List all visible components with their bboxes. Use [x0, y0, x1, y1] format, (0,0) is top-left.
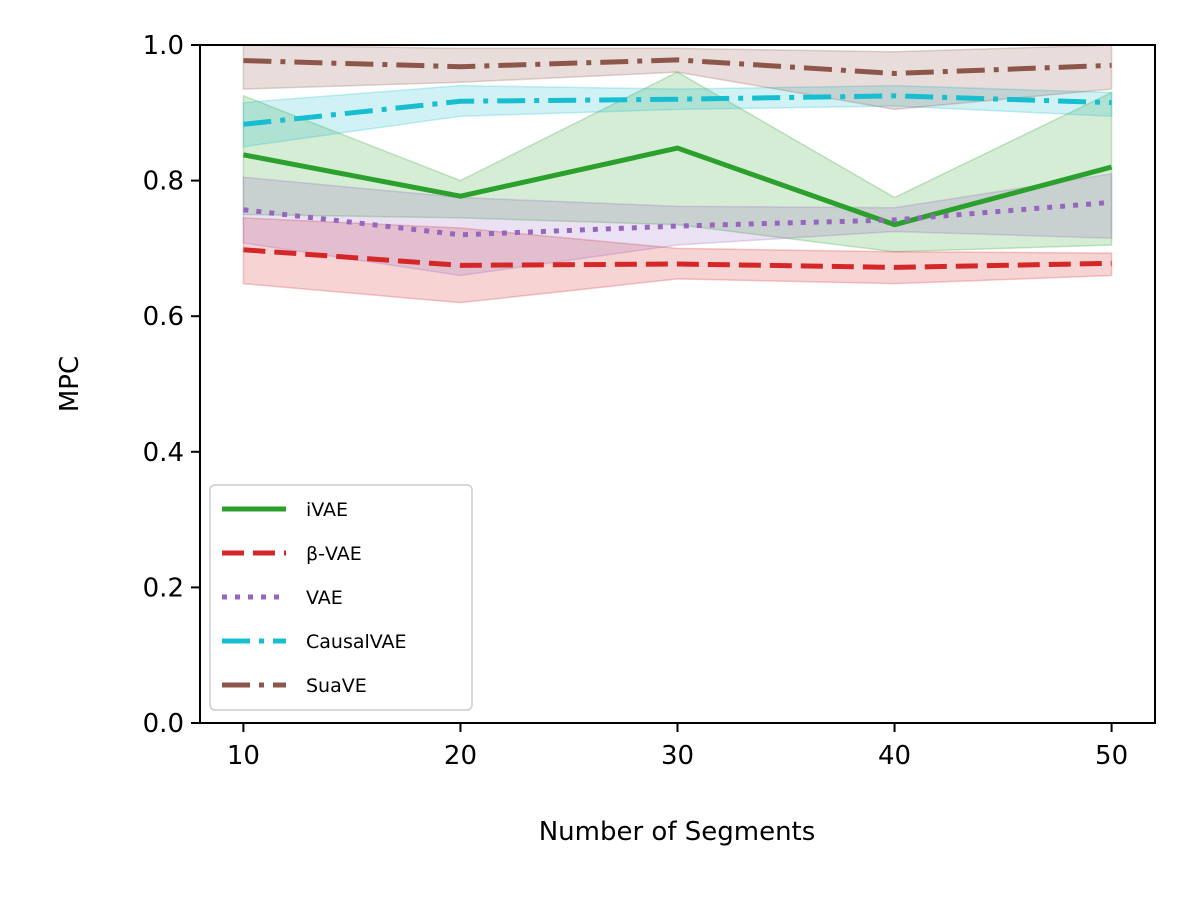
legend-label-vae: VAE [306, 587, 343, 609]
x-tick-label: 40 [878, 741, 911, 771]
series-lines [242, 57, 1113, 270]
line-suave [243, 57, 1112, 76]
band-vae [242, 172, 1113, 277]
y-tick-label: 0.6 [143, 302, 184, 332]
plot-area [199, 44, 1156, 724]
line-vae [243, 247, 1112, 270]
y-tick-label: 1.0 [143, 31, 184, 61]
y-tick-label: 0.0 [143, 709, 184, 739]
y-axis: 0.0 0.2 0.4 0.6 0.8 1.0 [143, 31, 200, 739]
legend-frame [209, 484, 473, 711]
y-tick-label: 0.4 [143, 438, 184, 468]
legend-label-vae: β-VAE [306, 543, 362, 565]
x-tick-label: 20 [444, 741, 477, 771]
legend: iVAE β-VAE VAE CausalVAE SuaVE [209, 484, 473, 711]
legend-label-suave: SuaVE [306, 675, 367, 697]
legend-label-ivae: iVAE [306, 499, 348, 521]
band-suave [242, 44, 1113, 111]
confidence-bands [242, 44, 1113, 304]
x-axis-title: Number of Segments [539, 817, 816, 847]
x-axis: 10 20 30 40 50 [227, 723, 1128, 771]
y-tick-label: 0.2 [143, 573, 184, 603]
line-vae [243, 199, 1112, 238]
legend-label-causalvae: CausalVAE [306, 631, 407, 653]
band-vae [242, 217, 1113, 304]
x-tick-label: 30 [661, 741, 694, 771]
line-ivae [242, 145, 1113, 228]
y-axis-title: MPC [55, 356, 85, 412]
x-tick-label: 10 [227, 741, 260, 771]
line-causalvae [243, 93, 1112, 127]
x-tick-label: 50 [1095, 741, 1128, 771]
y-tick-label: 0.8 [143, 167, 184, 197]
band-ivae [242, 71, 1113, 253]
